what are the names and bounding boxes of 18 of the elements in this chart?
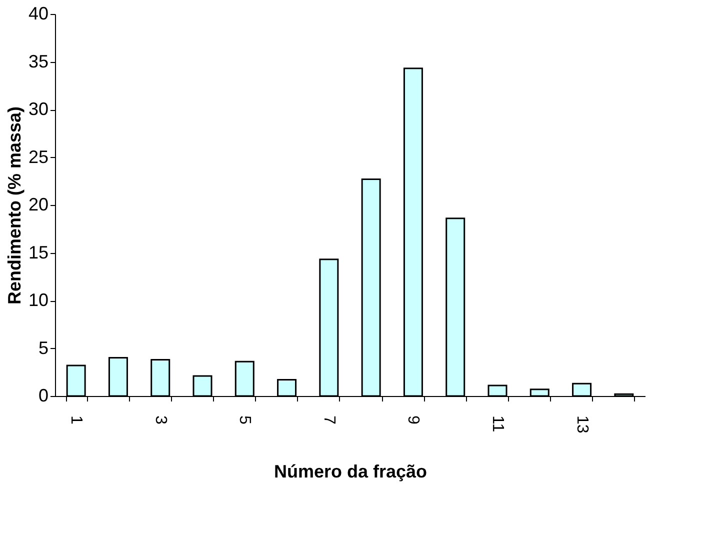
y-tick-label: 0 — [38, 386, 48, 406]
x-tick-label: 5 — [236, 416, 254, 424]
y-tick-label: 5 — [38, 338, 48, 358]
x-tick-label: 13 — [573, 416, 590, 434]
x-tick-label: 11 — [489, 416, 506, 432]
y-tick-label: 30 — [28, 99, 48, 119]
y-tick-label: 35 — [28, 51, 48, 72]
y-tick-label: 15 — [28, 242, 48, 262]
x-tick-label: 9 — [404, 416, 422, 424]
x-axis-title: Número da fração — [274, 461, 428, 482]
y-tick-label: 25 — [28, 146, 48, 167]
y-axis-title: Rendimento (% massa) — [4, 106, 24, 305]
x-tick-label: 3 — [152, 416, 169, 424]
y-tick-label: 10 — [28, 290, 48, 310]
y-tick-label: 40 — [28, 4, 48, 24]
x-tick-label: 1 — [68, 416, 85, 424]
x-tick-label: 7 — [320, 416, 338, 424]
y-tick-label: 20 — [28, 194, 48, 214]
